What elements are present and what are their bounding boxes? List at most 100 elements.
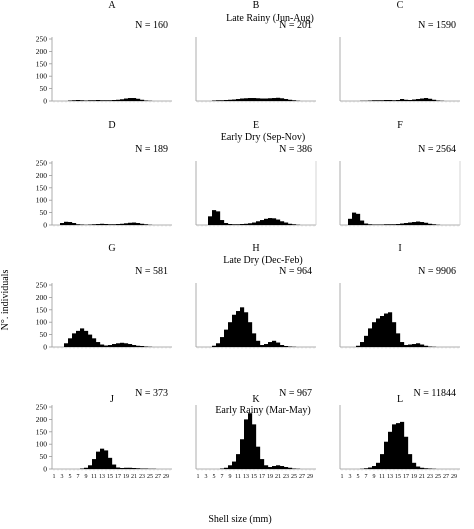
bar bbox=[400, 421, 405, 469]
y-tick-label: 0 bbox=[43, 97, 47, 106]
bar bbox=[92, 459, 97, 469]
bar bbox=[244, 312, 249, 347]
bar bbox=[408, 344, 413, 347]
y-tick-label: 0 bbox=[43, 465, 47, 474]
bar bbox=[252, 333, 257, 347]
x-tick-label: 9 bbox=[373, 474, 376, 480]
bar bbox=[144, 224, 149, 225]
bar bbox=[76, 100, 81, 101]
bar bbox=[68, 338, 73, 347]
y-tick-label: 100 bbox=[36, 440, 48, 449]
x-tick-label: 3 bbox=[61, 474, 64, 480]
bar bbox=[88, 100, 93, 101]
bar bbox=[420, 467, 425, 469]
panel-letter: G bbox=[108, 243, 115, 254]
bar bbox=[252, 424, 257, 469]
panel-letter: J bbox=[110, 394, 114, 405]
bar bbox=[104, 450, 109, 469]
bar bbox=[264, 344, 269, 347]
y-tick-label: 200 bbox=[36, 415, 48, 424]
bar bbox=[236, 99, 241, 101]
y-tick-label: 250 bbox=[36, 159, 48, 168]
bar bbox=[248, 413, 253, 469]
bar bbox=[116, 99, 121, 101]
bar bbox=[232, 314, 237, 347]
bar bbox=[388, 100, 393, 101]
bar bbox=[116, 343, 121, 347]
y-tick-label: 0 bbox=[43, 221, 47, 230]
bar bbox=[72, 333, 77, 347]
bar bbox=[120, 468, 125, 469]
bar bbox=[368, 328, 373, 347]
y-tick-label: 100 bbox=[36, 196, 48, 205]
bar bbox=[400, 342, 405, 347]
bar bbox=[396, 333, 401, 347]
bar bbox=[256, 446, 261, 469]
x-tick-label: 27 bbox=[155, 474, 161, 480]
x-tick-label: 15 bbox=[395, 474, 401, 480]
panel-d: D N = 189 0 50 100 150 200 250 bbox=[36, 120, 172, 230]
x-tick-label: 23 bbox=[283, 474, 289, 480]
x-tick-label: 5 bbox=[357, 474, 360, 480]
x-tick-label: 29 bbox=[307, 474, 313, 480]
bar bbox=[384, 441, 389, 469]
bar bbox=[120, 99, 125, 101]
x-tick-label: 15 bbox=[107, 474, 113, 480]
bar bbox=[264, 218, 269, 225]
x-tick-label: 11 bbox=[91, 474, 97, 480]
bar bbox=[244, 223, 249, 225]
bar bbox=[132, 468, 137, 469]
bar bbox=[124, 467, 129, 469]
bar bbox=[388, 431, 393, 469]
bar bbox=[276, 219, 281, 225]
bar bbox=[268, 342, 273, 347]
bar bbox=[244, 98, 249, 101]
bar bbox=[96, 100, 101, 101]
bar bbox=[124, 343, 129, 347]
bar bbox=[280, 98, 285, 101]
bar bbox=[212, 345, 217, 347]
panel-letter: K bbox=[252, 394, 260, 405]
bar bbox=[364, 468, 369, 469]
bar bbox=[368, 467, 373, 469]
bar bbox=[244, 419, 249, 469]
bar bbox=[248, 98, 253, 101]
y-tick-label: 150 bbox=[36, 183, 48, 192]
x-tick-label: 19 bbox=[123, 474, 129, 480]
bar bbox=[124, 98, 129, 101]
bar bbox=[260, 459, 265, 469]
bar bbox=[236, 454, 241, 469]
bar bbox=[392, 424, 397, 469]
bar bbox=[432, 99, 437, 101]
bar bbox=[392, 100, 397, 101]
x-tick-label: 5 bbox=[213, 474, 216, 480]
x-tick-label: 9 bbox=[229, 474, 232, 480]
bar bbox=[108, 224, 113, 225]
y-tick-label: 150 bbox=[36, 427, 48, 436]
x-tick-label: 1 bbox=[197, 474, 200, 480]
sample-size-label: N = 581 bbox=[135, 266, 168, 277]
bar bbox=[272, 466, 277, 469]
bar bbox=[80, 100, 85, 101]
bar bbox=[272, 98, 277, 101]
bar bbox=[288, 99, 293, 101]
bar bbox=[228, 224, 233, 225]
bar bbox=[72, 223, 77, 225]
bar bbox=[104, 224, 109, 225]
y-tick-label: 50 bbox=[40, 330, 48, 339]
y-tick-label: 0 bbox=[43, 343, 47, 352]
bar bbox=[248, 322, 253, 347]
sample-size-label: N = 189 bbox=[135, 144, 168, 155]
bar bbox=[380, 316, 385, 347]
season-title-early-dry: Early Dry (Sep-Nov) bbox=[221, 132, 305, 143]
sample-size-label: N = 9906 bbox=[418, 266, 456, 277]
bar bbox=[120, 223, 125, 225]
sample-size-label: N = 1590 bbox=[418, 20, 456, 31]
bar bbox=[120, 342, 125, 347]
bar bbox=[364, 335, 369, 347]
y-tick-label: 250 bbox=[36, 35, 48, 44]
bar bbox=[124, 223, 129, 225]
panel-letter: E bbox=[253, 120, 259, 131]
